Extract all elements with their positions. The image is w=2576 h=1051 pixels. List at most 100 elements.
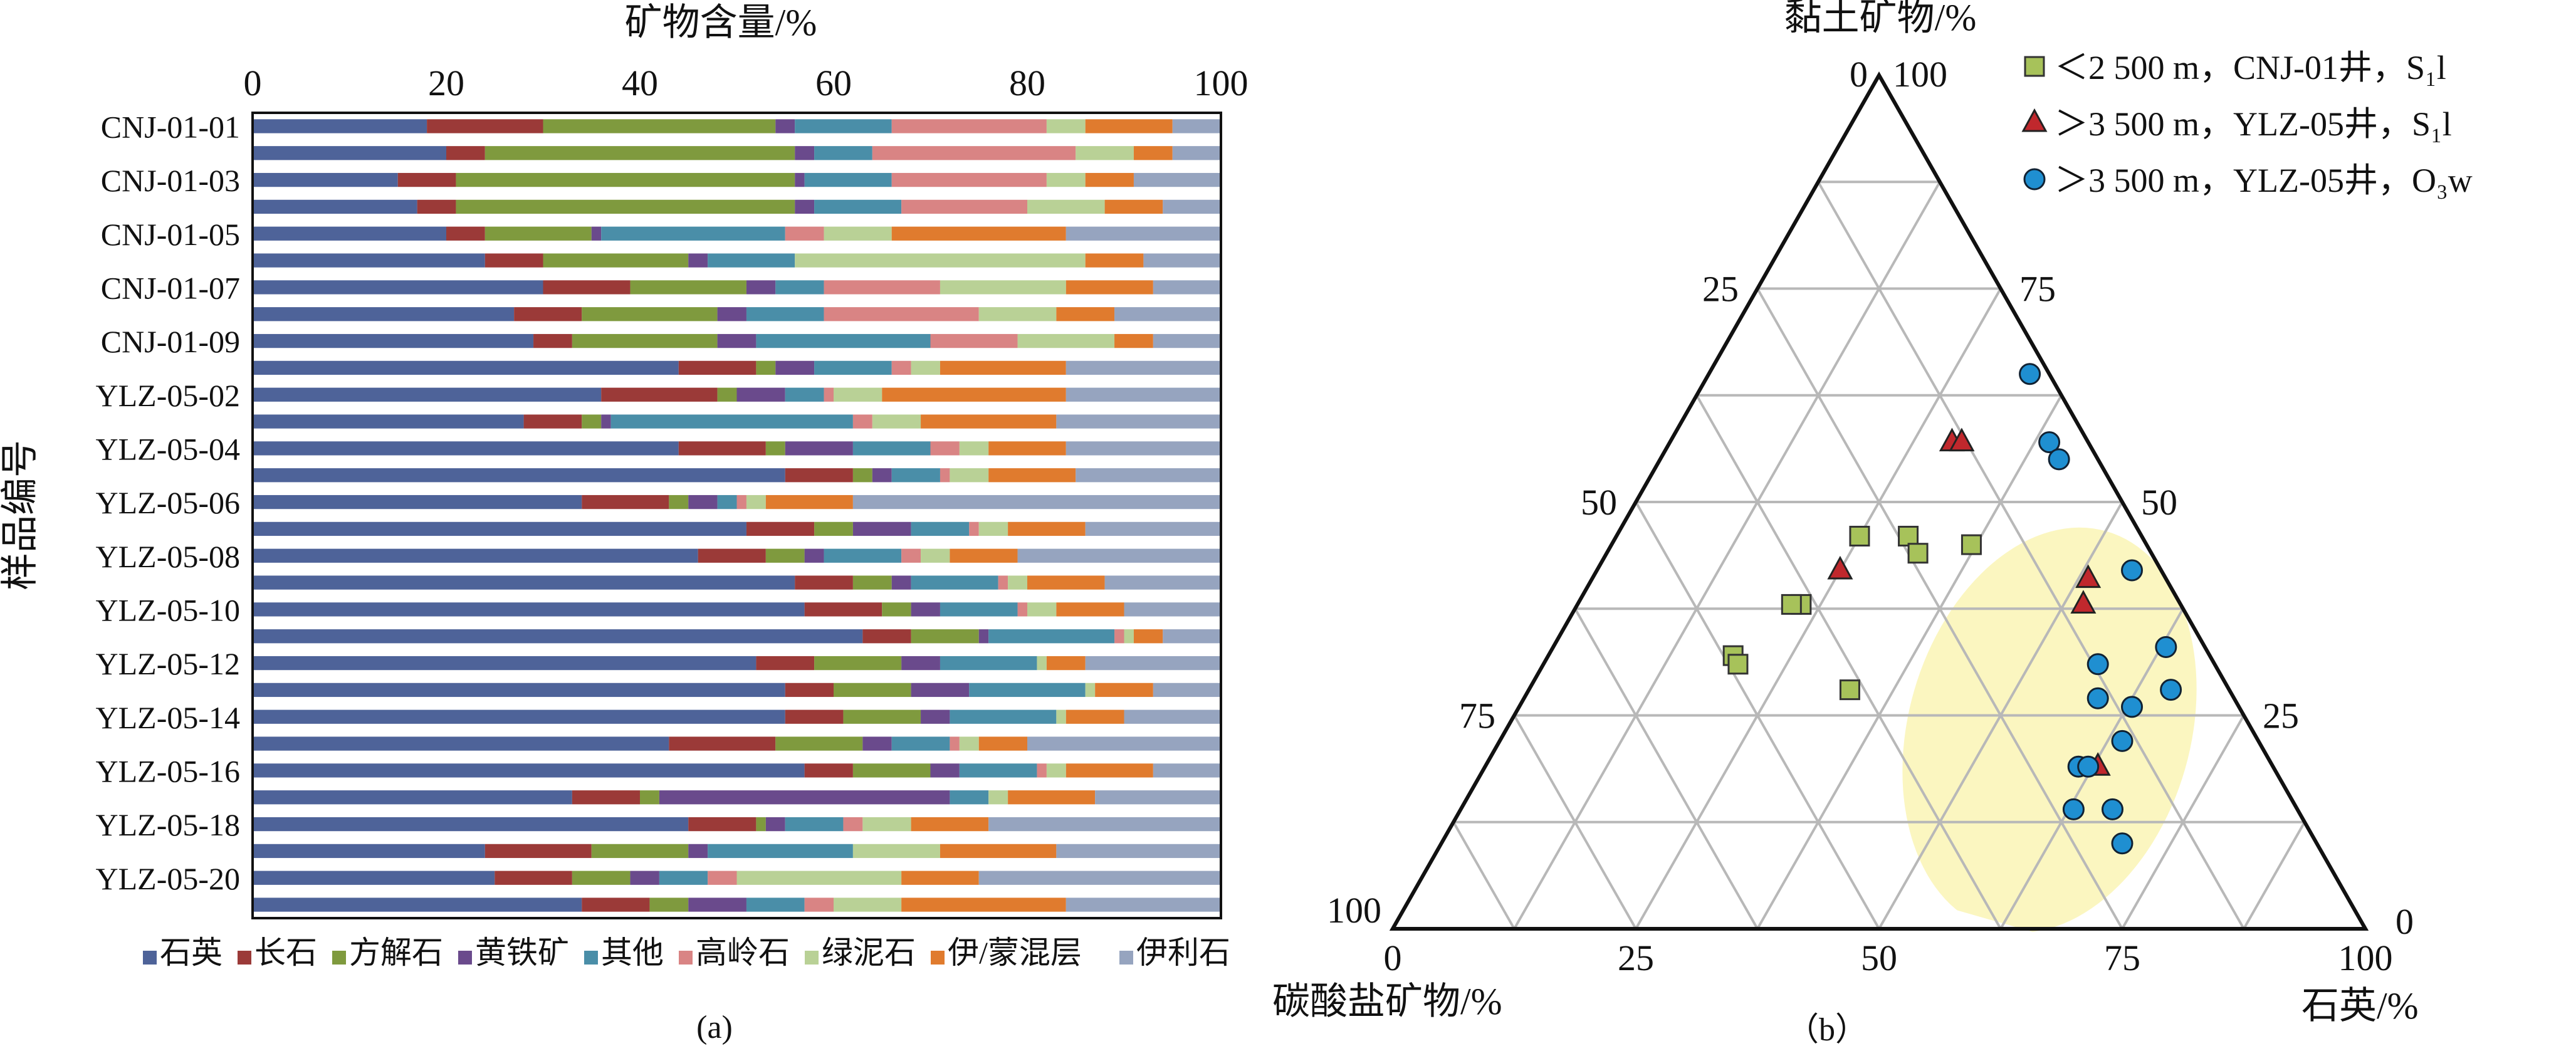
bar-segment bbox=[746, 521, 815, 536]
bar-segment bbox=[253, 414, 524, 429]
ternary-tick-label: 0 bbox=[1384, 938, 1402, 978]
bar-segment bbox=[523, 414, 582, 429]
bar-y-tick-label: YLZ-05-08 bbox=[96, 539, 241, 574]
bar-segment bbox=[891, 736, 950, 751]
bar-x-tick-labels: 0 20 40 60 80 100 bbox=[244, 63, 1249, 103]
highlight-ellipse bbox=[1902, 527, 2197, 933]
bar-segment bbox=[1065, 360, 1221, 375]
bar-segment bbox=[862, 736, 892, 751]
bar-segment bbox=[746, 307, 824, 322]
bar-x-tick-label: 80 bbox=[1009, 63, 1045, 103]
bar-segment bbox=[253, 119, 427, 133]
bar-segment bbox=[911, 682, 970, 698]
ternary-point-circle bbox=[2048, 448, 2070, 471]
ternary-tick-label: 0 bbox=[2395, 901, 2414, 942]
bar-segment bbox=[940, 602, 1018, 617]
bar-segment bbox=[533, 333, 572, 348]
ternary-gridline bbox=[1452, 821, 1516, 929]
bar-segment bbox=[872, 414, 921, 429]
ternary-legend: ＜2 500 m，CNJ-01井，S₁l ＞3 500 m，YLZ-05井，S₁l… bbox=[2021, 49, 2473, 199]
ternary-point-circle bbox=[2155, 636, 2177, 659]
bar-segment bbox=[901, 897, 1066, 912]
bar-segment bbox=[572, 333, 718, 348]
ternary-point-square bbox=[1898, 525, 1919, 546]
bar-segment bbox=[1124, 602, 1221, 617]
bar-legend-label: 伊/蒙混层 bbox=[948, 935, 1082, 970]
bar-segment bbox=[921, 709, 950, 724]
bar-segment bbox=[804, 602, 882, 617]
bar-segment bbox=[785, 468, 853, 483]
bar-segment bbox=[1008, 575, 1027, 590]
ternary-gridline bbox=[1878, 501, 2123, 929]
bar-segment bbox=[746, 494, 766, 510]
bar-segment bbox=[253, 897, 582, 912]
bar-segment bbox=[765, 548, 805, 563]
bar-segment bbox=[484, 146, 795, 160]
bar-segment bbox=[1056, 709, 1066, 724]
bar-segment bbox=[988, 468, 1076, 483]
bar-segment bbox=[253, 709, 785, 724]
bar-legend-label: 其他 bbox=[601, 935, 664, 970]
bar-segment bbox=[253, 280, 543, 295]
bar-segment bbox=[795, 199, 815, 214]
ternary-outline bbox=[1389, 71, 2369, 931]
bar-segment bbox=[1124, 629, 1134, 644]
bar-segment bbox=[746, 897, 805, 912]
bar-segment bbox=[543, 253, 689, 268]
bar-segment bbox=[736, 871, 902, 885]
bar-segment bbox=[1085, 119, 1173, 133]
bar-segment bbox=[582, 494, 669, 510]
ternary-tick-label: 50 bbox=[1861, 938, 1897, 978]
bar-segment bbox=[1027, 575, 1105, 590]
ternary-point-circle bbox=[2077, 755, 2100, 778]
bar-x-tick-label: 0 bbox=[244, 63, 262, 103]
bar-segment bbox=[852, 414, 872, 429]
bar-segment bbox=[959, 763, 1037, 778]
bar-segment bbox=[950, 736, 960, 751]
bar-segment bbox=[1017, 548, 1221, 563]
bar-segment bbox=[1056, 844, 1221, 859]
ternary-gridline bbox=[1756, 394, 2063, 929]
bar-segment bbox=[852, 468, 872, 483]
bar-segment bbox=[891, 119, 1047, 133]
bar-segment bbox=[911, 629, 979, 644]
bar-segment bbox=[824, 387, 834, 402]
bar-segment bbox=[397, 172, 456, 187]
bar-segment bbox=[427, 119, 543, 133]
ternary-point-triangle bbox=[2075, 564, 2102, 588]
ternary-tick-label: 25 bbox=[2263, 696, 2299, 736]
bar-segment bbox=[708, 871, 737, 885]
bar-legend-label: 石英 bbox=[160, 935, 223, 970]
bar-segment bbox=[688, 817, 757, 832]
ternary-point-circle bbox=[2111, 832, 2134, 855]
bar-segment bbox=[456, 199, 795, 214]
bar-segment bbox=[814, 521, 853, 536]
bar-segment bbox=[959, 441, 989, 456]
bar-legend-swatch bbox=[1119, 951, 1133, 965]
bar-segment bbox=[1133, 172, 1221, 187]
ternary-tick-label: 75 bbox=[2019, 269, 2056, 310]
bar-segment bbox=[1008, 790, 1096, 805]
bar-segment bbox=[698, 548, 766, 563]
bar-segment bbox=[669, 736, 776, 751]
bar-segment bbox=[736, 387, 785, 402]
bar-segment bbox=[610, 414, 853, 429]
bar-segment bbox=[1065, 441, 1221, 456]
bar-segment bbox=[253, 387, 602, 402]
bar-segment bbox=[969, 521, 979, 536]
bar-segment bbox=[253, 468, 785, 483]
bar-y-tick-label: YLZ-05-18 bbox=[96, 807, 241, 842]
bar-plot-frame bbox=[251, 112, 1222, 919]
bar-segment bbox=[940, 468, 950, 483]
bar-segment bbox=[572, 790, 640, 805]
ternary-gridline bbox=[1574, 608, 1759, 929]
ternary-point-triangle bbox=[1827, 555, 1853, 580]
bar-legend-label: 长石 bbox=[254, 935, 317, 970]
bar-segment bbox=[253, 871, 495, 885]
bar-segment bbox=[1085, 172, 1134, 187]
bar-segment bbox=[872, 468, 892, 483]
bar-segment bbox=[253, 736, 669, 751]
bar-segment bbox=[969, 682, 1086, 698]
bar-segment bbox=[775, 736, 863, 751]
